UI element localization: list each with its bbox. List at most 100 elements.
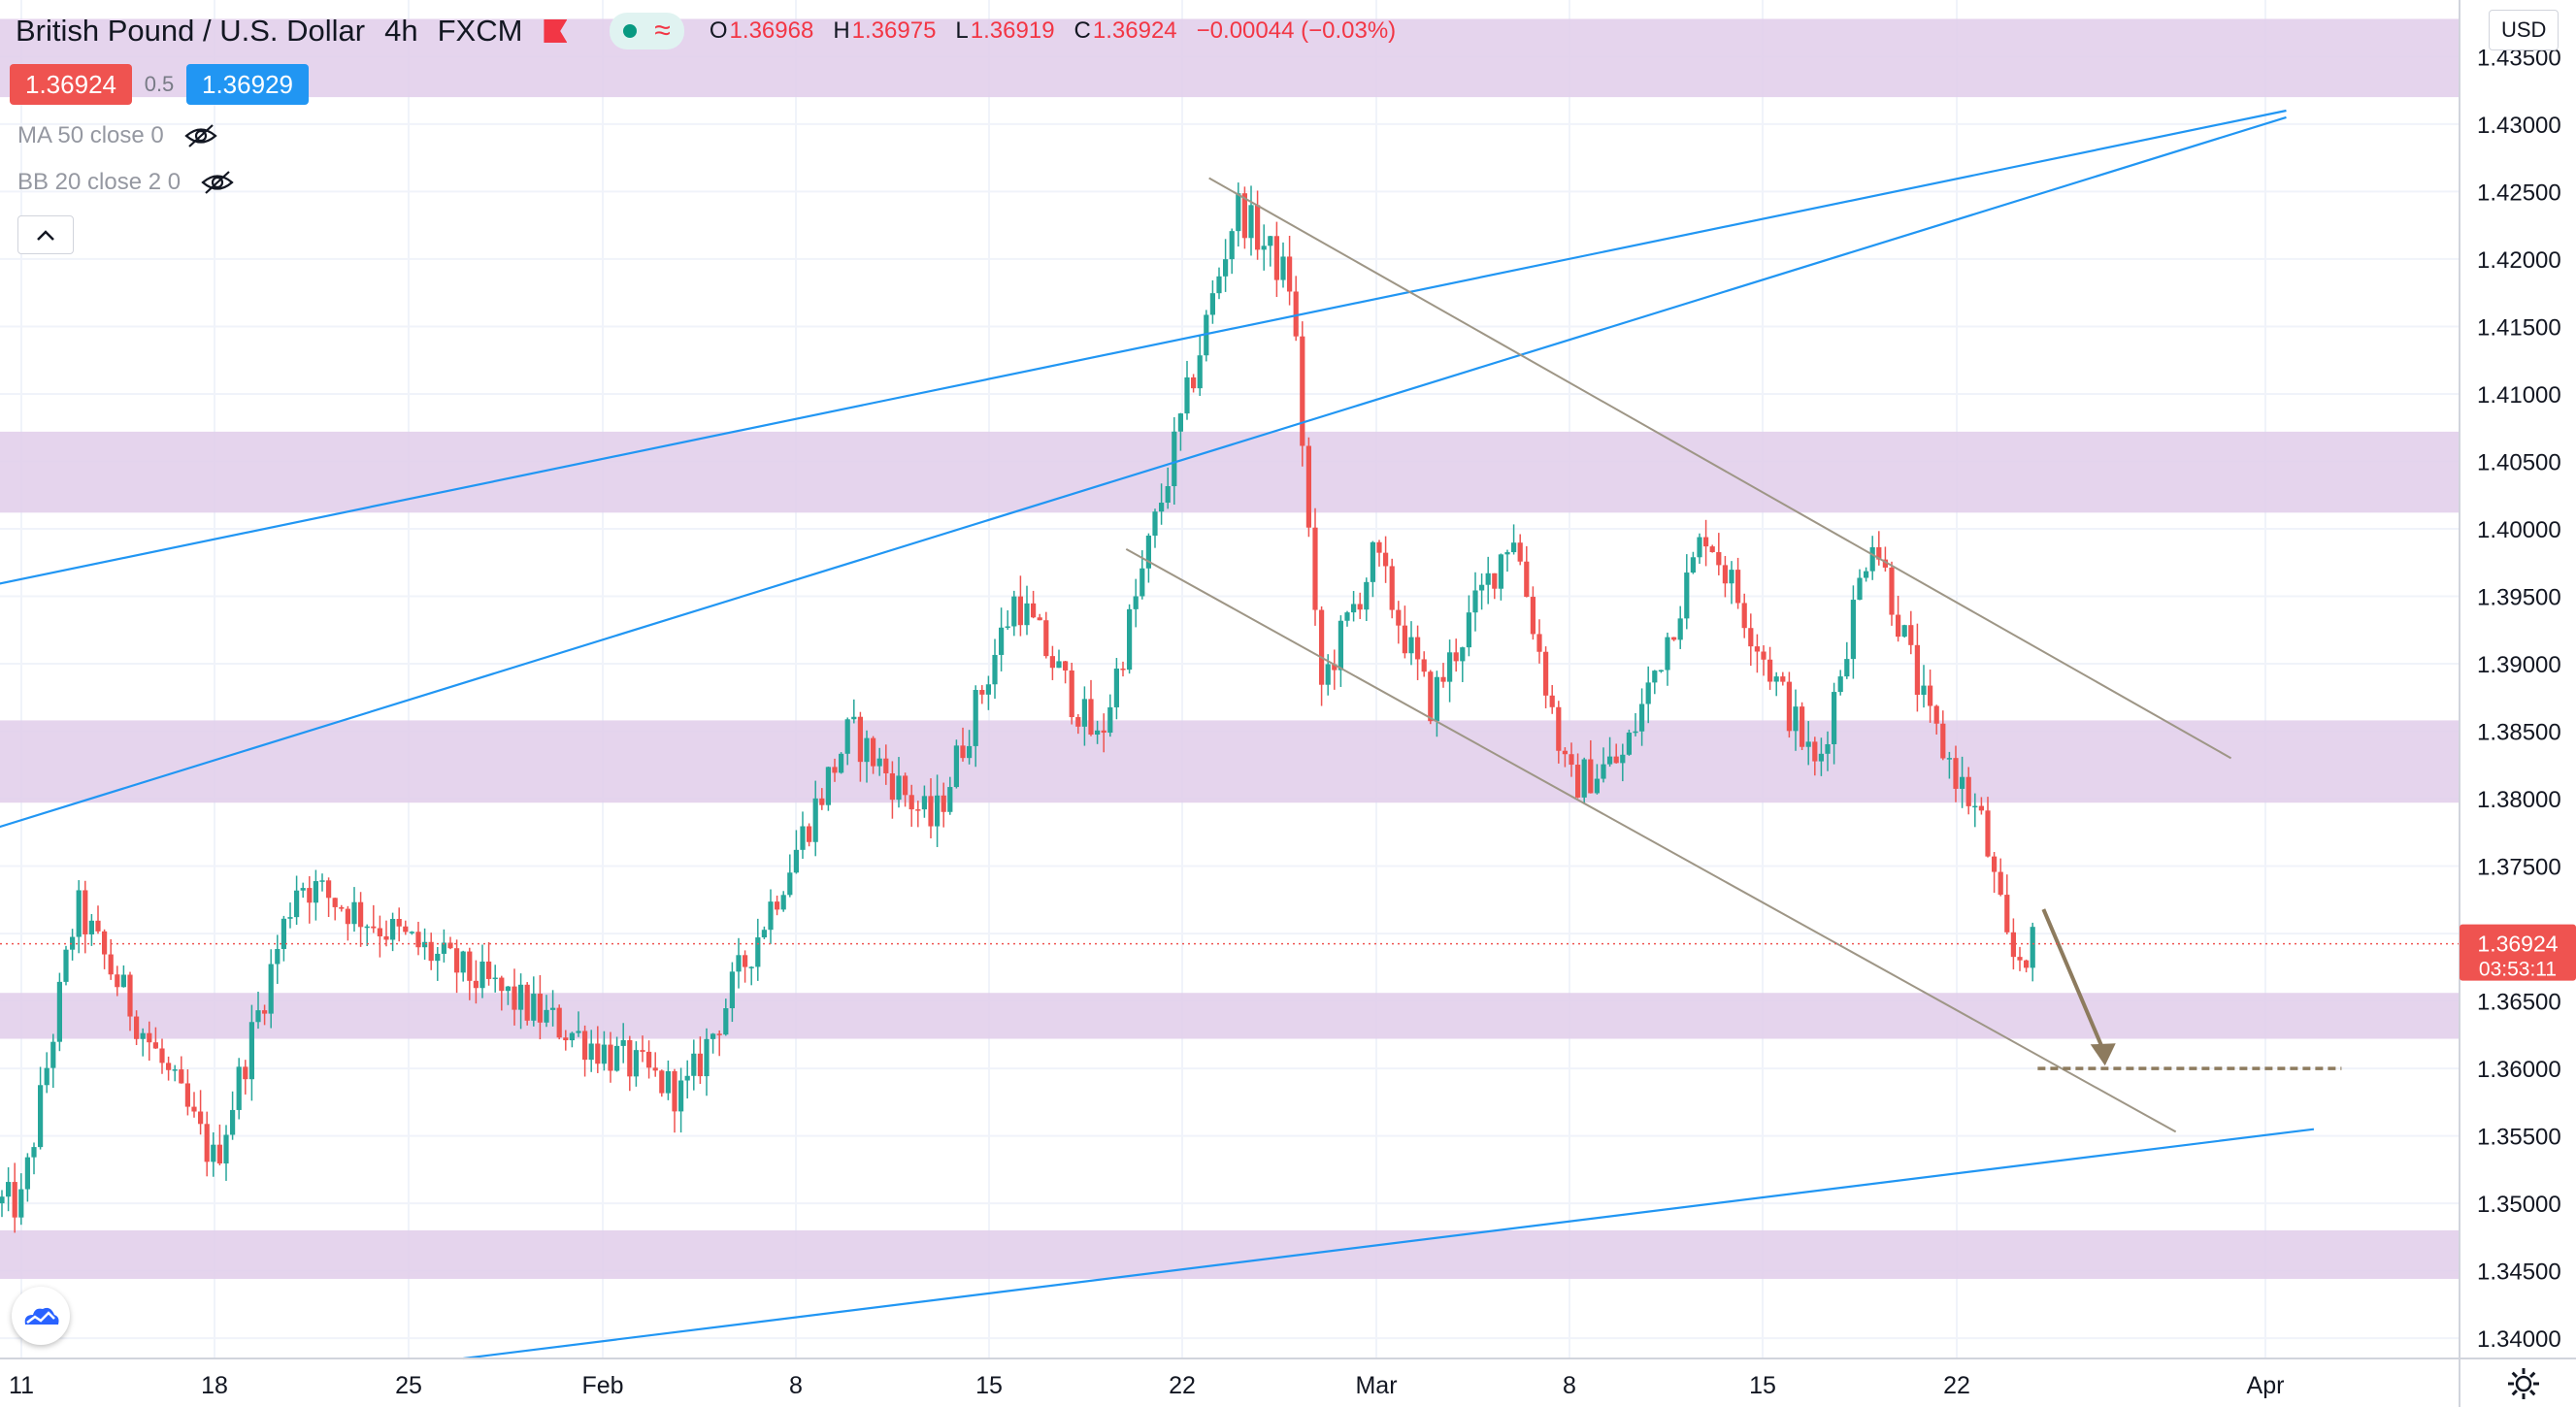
candle-body bbox=[953, 745, 959, 788]
gear-icon[interactable] bbox=[2504, 1364, 2543, 1403]
candle-body bbox=[1236, 193, 1241, 232]
channel-mid-line[interactable] bbox=[0, 115, 2287, 846]
channel-upper-line[interactable] bbox=[0, 109, 2287, 596]
buy-button[interactable]: 1.36929 bbox=[186, 64, 309, 105]
candle-body bbox=[768, 901, 774, 931]
candle-body bbox=[1344, 612, 1350, 621]
price-axis-label: 1.38000 bbox=[2477, 787, 2561, 813]
candle-body bbox=[396, 918, 402, 927]
candle-body bbox=[294, 890, 300, 918]
timeframe-label[interactable]: 4h bbox=[384, 14, 418, 48]
candle-body bbox=[1043, 620, 1049, 657]
descending-lower-line[interactable] bbox=[1125, 547, 2177, 1133]
candle-body bbox=[0, 1196, 5, 1204]
candle-body bbox=[1709, 546, 1715, 553]
ohlc-value: 1.36919 bbox=[970, 17, 1055, 44]
candle-body bbox=[1703, 537, 1709, 547]
candle-body bbox=[492, 977, 498, 980]
candle-body bbox=[1729, 570, 1734, 584]
candle-body bbox=[1876, 546, 1882, 560]
candle-body bbox=[1172, 431, 1177, 487]
candle-body bbox=[1127, 608, 1133, 671]
candle-body bbox=[825, 767, 831, 805]
candle-body bbox=[1081, 699, 1087, 727]
candle-body bbox=[345, 908, 350, 925]
indicator-bb[interactable]: BB 20 close 2 0 bbox=[17, 169, 235, 196]
candle-body bbox=[1389, 566, 1395, 610]
candle-body bbox=[729, 971, 735, 1009]
candle-body bbox=[358, 901, 364, 928]
candle-body bbox=[857, 716, 863, 763]
candle-body bbox=[1056, 661, 1062, 669]
candle-body bbox=[1383, 552, 1389, 567]
time-axis-label: 8 bbox=[1563, 1372, 1576, 1399]
candle-body bbox=[50, 1041, 56, 1068]
price-axis-label: 1.42500 bbox=[2477, 180, 2561, 206]
candle-body bbox=[248, 1022, 254, 1080]
projection-arrow[interactable] bbox=[2041, 908, 2107, 1056]
candle-body bbox=[377, 928, 382, 936]
flag-icon[interactable] bbox=[544, 19, 568, 43]
candle-body bbox=[839, 753, 844, 773]
market-status-pill[interactable]: ≈ bbox=[610, 13, 684, 49]
candle-body bbox=[646, 1051, 652, 1068]
candle-body bbox=[435, 953, 441, 962]
candle-body bbox=[1626, 732, 1632, 755]
collapse-legend-button[interactable] bbox=[17, 215, 74, 254]
candle-body bbox=[1293, 291, 1299, 337]
candle-body bbox=[127, 974, 133, 1017]
candle-body bbox=[1216, 276, 1222, 294]
candle-body bbox=[556, 1007, 562, 1038]
candle-body bbox=[307, 888, 313, 903]
eye-hidden-icon[interactable] bbox=[200, 170, 235, 195]
price-axis-label: 1.36500 bbox=[2477, 990, 2561, 1016]
candle-body bbox=[44, 1067, 50, 1086]
candle-body bbox=[755, 937, 761, 967]
channel-lower-line[interactable] bbox=[463, 1128, 2315, 1360]
candle-body bbox=[608, 1044, 613, 1071]
candle-body bbox=[479, 961, 485, 989]
candle-body bbox=[300, 888, 306, 891]
candle-body bbox=[63, 949, 69, 982]
candle-body bbox=[1588, 759, 1594, 794]
candle-body bbox=[1761, 651, 1767, 660]
wave-icon: ≈ bbox=[654, 15, 671, 47]
candle-body bbox=[1159, 503, 1165, 512]
candle-body bbox=[1928, 685, 1933, 706]
candle-body bbox=[819, 798, 825, 805]
sell-button[interactable]: 1.36924 bbox=[10, 64, 132, 105]
candle-body bbox=[716, 1033, 722, 1035]
candle-body bbox=[339, 906, 345, 909]
candle-body bbox=[640, 1050, 645, 1052]
candle-body bbox=[1562, 750, 1568, 755]
candle-body bbox=[1543, 651, 1549, 696]
candle-body bbox=[152, 1042, 158, 1049]
candle-body bbox=[1639, 704, 1645, 732]
candle-body bbox=[1960, 776, 1965, 789]
candle-body bbox=[102, 931, 108, 955]
candle-body bbox=[1408, 637, 1414, 654]
currency-button[interactable]: USD bbox=[2489, 10, 2559, 50]
candle-body bbox=[1645, 682, 1651, 704]
candle-body bbox=[204, 1124, 210, 1162]
candle-body bbox=[1504, 552, 1510, 555]
candle-body bbox=[576, 1031, 581, 1033]
candle-body bbox=[1889, 567, 1895, 615]
eye-hidden-icon[interactable] bbox=[183, 123, 218, 148]
candle-body bbox=[1460, 647, 1466, 662]
price-axis-label: 1.41500 bbox=[2477, 314, 2561, 341]
candle-body bbox=[652, 1067, 658, 1071]
time-axis-label: 11 bbox=[9, 1372, 34, 1399]
candle-body bbox=[1165, 486, 1171, 504]
candle-body bbox=[1248, 205, 1254, 239]
candle-body bbox=[1184, 376, 1190, 414]
candle-body bbox=[255, 1010, 261, 1023]
candle-body bbox=[230, 1109, 236, 1135]
descending-upper-line[interactable] bbox=[1208, 177, 2232, 760]
symbol-title[interactable]: British Pound / U.S. Dollar bbox=[16, 14, 366, 48]
tradingview-logo[interactable] bbox=[12, 1287, 70, 1345]
time-axis-label: 8 bbox=[789, 1372, 803, 1399]
candle-body bbox=[1440, 676, 1446, 682]
indicator-ma[interactable]: MA 50 close 0 bbox=[17, 122, 218, 149]
